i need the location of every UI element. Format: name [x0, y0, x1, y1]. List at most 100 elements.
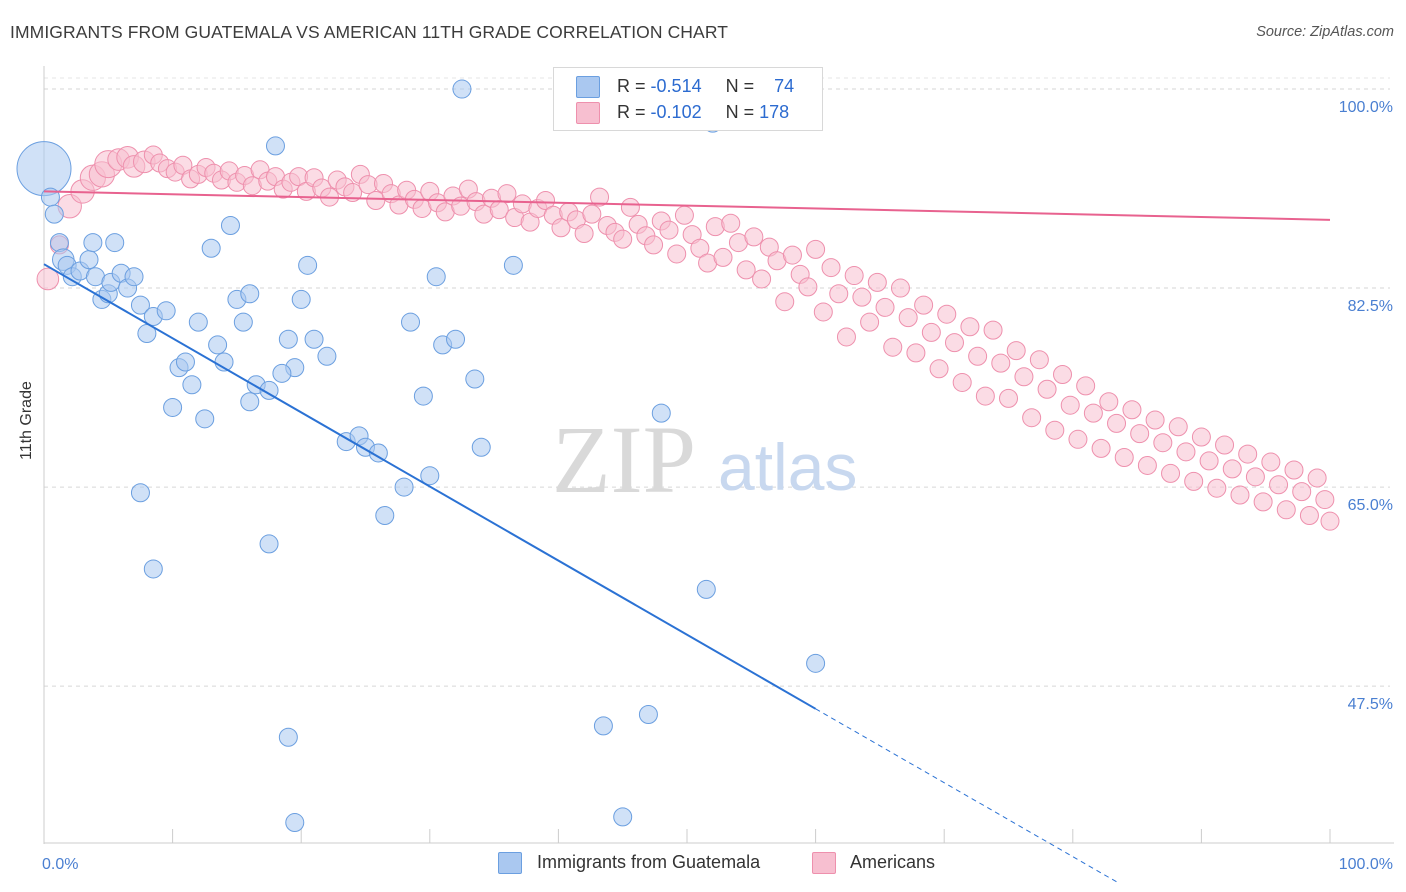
source-label: Source: ZipAtlas.com — [1256, 24, 1394, 40]
legend-n-label: N = — [725, 102, 755, 122]
guatemala-point — [130, 483, 150, 503]
legend-r-value-americans: -0.102 — [650, 102, 702, 122]
americans-point — [1114, 448, 1134, 467]
americans-point — [890, 278, 910, 298]
americans-point — [620, 197, 640, 217]
americans-point — [752, 269, 772, 289]
americans-point — [1145, 410, 1165, 430]
guatemala-point — [201, 238, 221, 258]
americans-point — [659, 220, 679, 240]
guatemala-point — [233, 312, 253, 332]
americans-point — [1060, 395, 1080, 415]
guatemala-point — [265, 136, 285, 156]
guatemala-points — [16, 79, 826, 833]
guatemala-point — [143, 559, 163, 579]
guatemala-point — [272, 363, 292, 383]
legend: R = -0.514 N = 74 R = -0.102 N = 178 — [553, 67, 823, 131]
americans-point — [1161, 463, 1181, 483]
americans-point — [883, 337, 903, 357]
americans-trend — [43, 190, 1331, 221]
guatemala-point — [298, 255, 318, 275]
americans-point — [1245, 467, 1265, 487]
americans-point — [1076, 376, 1096, 396]
americans-point — [1269, 475, 1289, 495]
americans-point — [721, 213, 741, 233]
bottom-legend-label-americans: Americans — [850, 852, 936, 872]
y-tick-label: 65.0% — [1348, 497, 1393, 514]
americans-point — [1292, 482, 1312, 502]
americans-point — [1099, 392, 1119, 412]
americans-point — [844, 266, 864, 286]
guatemala-point — [105, 233, 125, 253]
americans-point — [806, 239, 826, 259]
x-tick-label: 100.0% — [1339, 856, 1393, 873]
guatemala-point — [420, 466, 440, 486]
americans-point — [914, 295, 934, 315]
americans-point — [1137, 455, 1157, 475]
americans-point — [1091, 438, 1111, 458]
americans-point — [821, 258, 841, 278]
americans-point — [574, 223, 594, 243]
guatemala-point — [446, 329, 466, 349]
y-tick-label: 82.5% — [1348, 298, 1393, 315]
americans-point — [937, 304, 957, 324]
americans-point — [1130, 424, 1150, 444]
americans-point — [1022, 408, 1042, 428]
americans-point — [582, 204, 602, 224]
bottom-legend-swatch-pink — [812, 852, 836, 875]
guatemala-point — [285, 813, 305, 833]
legend-swatch-blue — [576, 76, 600, 99]
guatemala-point — [163, 397, 183, 417]
legend-swatch-pink — [576, 102, 600, 125]
guatemala-point — [124, 267, 144, 287]
guatemala-point — [79, 250, 99, 270]
guatemala-point — [220, 216, 240, 236]
americans-point — [36, 267, 60, 291]
americans-point — [674, 205, 694, 225]
americans-point — [713, 247, 733, 267]
legend-n-value-americans: 178 — [759, 102, 790, 122]
americans-point — [991, 353, 1011, 373]
y-tick-label: 100.0% — [1339, 99, 1393, 116]
guatemala-trend-solid — [43, 263, 817, 710]
americans-point — [667, 244, 687, 264]
guatemala-point — [188, 312, 208, 332]
americans-point — [983, 320, 1003, 340]
americans-point — [952, 372, 972, 392]
guatemala-point — [471, 437, 491, 457]
americans-point — [744, 227, 764, 247]
americans-point — [690, 238, 710, 258]
guatemala-point — [259, 534, 279, 554]
americans-point — [1222, 459, 1242, 479]
x-tick-label: 0.0% — [42, 856, 78, 873]
guatemala-point — [375, 505, 395, 525]
americans-point — [921, 322, 941, 342]
americans-point — [836, 327, 856, 347]
americans-point — [551, 218, 571, 238]
americans-point — [1176, 442, 1196, 462]
guatemala-point — [317, 346, 337, 366]
guatemala-point — [426, 267, 446, 287]
legend-row-americans: R = -0.102 N = 178 — [576, 102, 789, 126]
americans-point — [898, 308, 918, 328]
americans-point — [852, 287, 872, 307]
guatemala-point — [413, 386, 433, 406]
americans-point — [1207, 478, 1227, 498]
americans-point — [613, 229, 633, 249]
guatemala-point — [806, 653, 826, 673]
y-tick-label: 47.5% — [1348, 696, 1393, 713]
americans-point — [782, 245, 802, 265]
americans-point — [813, 302, 833, 322]
guatemala-point — [465, 369, 485, 389]
americans-point — [1276, 500, 1296, 520]
guatemala-point — [638, 705, 658, 724]
legend-n-value-guatemala: 74 — [774, 76, 795, 96]
americans-point — [1107, 413, 1127, 433]
guatemala-point — [83, 233, 103, 253]
tick-labels: 47.5% 65.0% 82.5% 100.0% 0.0% 100.0% — [42, 99, 1393, 873]
americans-point — [906, 343, 926, 363]
guatemala-point — [452, 79, 472, 99]
guatemala-point — [278, 727, 298, 747]
guatemala-point — [651, 403, 671, 423]
